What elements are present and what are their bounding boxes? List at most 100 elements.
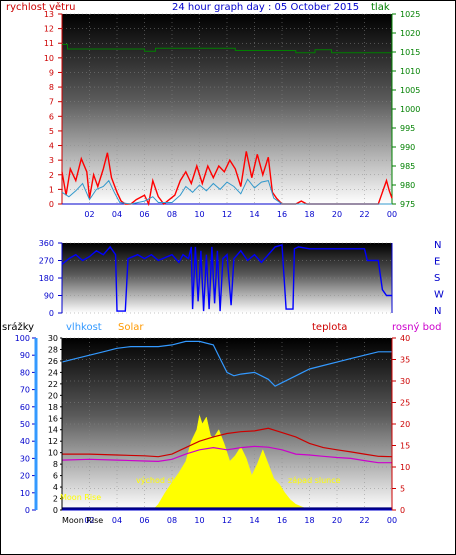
pressure-y-tick-label: 990 [400,143,415,152]
temp-x-tick-label: 02 [84,516,94,525]
temp-grid [62,337,393,511]
wind-x-tick-label: 04 [112,210,122,219]
wind-y-tick-label: 7 [49,98,54,107]
wind-y-tick-label: 1 [49,185,54,194]
temp-x-tick-label: 20 [332,516,342,525]
wind-y-tick-label: 2 [49,171,54,180]
pressure-y-tick-label: 995 [400,124,415,133]
pressure-y-tick-label: 1020 [400,29,420,38]
wind-plot-area [62,14,392,204]
temperature-y-axis: 0 5 10 15 20 25 30 35 40 [391,334,410,515]
humidity-y-axis: 0 10 20 30 40 50 60 70 80 90 100 [15,334,38,515]
humidity-y-tick-label: 100 [15,334,30,343]
pressure-line [62,43,392,54]
temp-x-tick-label: 14 [249,516,259,525]
wind-y-tick-label: 12 [44,25,54,34]
label-dewpoint: rosný bod [392,321,441,333]
wind-y-tick-label: 11 [44,39,54,48]
humidity-y-tick-label: 20 [20,472,30,481]
annotation-sunset: západ slunce [288,476,341,485]
temp-x-tick-label: 10 [194,516,204,525]
temp-x-tick-label: 04 [112,516,122,525]
solar-area [62,415,392,511]
temperature-y-tick-label: 20 [400,420,410,429]
wind-x-tick-label: 02 [84,210,94,219]
ylabel-wind: rychlost větru [6,1,76,13]
rain-y-tick-label: 16 [48,414,58,423]
rain-y-tick-label: 28 [48,345,58,354]
temperature-y-tick-label: 25 [400,399,410,408]
temperature-y-tick-label: 35 [400,356,410,365]
wind-series [61,43,393,207]
wind-x-tick-label: 14 [249,210,259,219]
wind-x-tick-label: 16 [277,210,287,219]
rain-y-tick-label: 0 [53,506,58,515]
pressure-y-tick-label: 1000 [400,105,420,114]
wind-y-tick-label: 4 [49,142,54,151]
temperature-y-tick-label: 10 [400,463,410,472]
label-humidity: vlhkost [66,322,102,333]
wind-x-tick-label: 22 [359,210,369,219]
pressure-y-axis: 975 980 985 990 995 1000 1005 1010 1015 1020 1025 [391,10,420,209]
wind-x-tick-label: 12 [222,210,232,219]
humidity-y-tick-label: 80 [20,368,30,377]
chart-title: 24 hour graph day : 05 October 2015 [172,2,359,13]
compass-label: N [434,306,441,317]
wind-x-axis: 02 04 06 08 10 12 14 16 18 20 22 00 [62,203,397,219]
rain-y-tick-label: 10 [48,449,58,458]
pressure-y-tick-label: 1010 [400,67,420,76]
humidity-line [61,340,392,387]
humidity-y-tick-label: 70 [20,386,30,395]
direction-y-tick-label: 90 [44,292,54,301]
humidity-y-tick-label: 0 [25,506,30,515]
wind-x-tick-label: 00 [387,210,397,219]
wind-y-tick-label: 13 [44,10,54,19]
wind-x-tick-label: 06 [139,210,149,219]
temp-x-axis: 02 04 06 08 10 12 14 16 18 20 22 00 [62,509,397,525]
direction-y-axis: 0 90 180 270 360 [39,239,63,318]
temp-x-tick-label: 16 [277,516,287,525]
direction-y-tick-label: 270 [39,257,54,266]
wind-y-tick-label: 8 [49,83,54,92]
pressure-y-tick-label: 985 [400,162,415,171]
direction-y-tick-label: 360 [39,239,54,248]
compass-label: S [434,273,440,284]
rain-y-tick-label: 22 [48,380,58,389]
temperature-y-tick-label: 15 [400,442,410,451]
wind-y-tick-label: 10 [44,54,54,63]
annotation-moonrise: Moon Rise [60,493,101,502]
rain-y-tick-label: 2 [53,495,58,504]
direction-line [61,243,392,312]
rain-y-tick-label: 12 [48,437,58,446]
rain-y-tick-label: 24 [48,368,58,377]
wind-y-tick-label: 6 [49,112,54,121]
wind-y-tick-label: 3 [49,156,54,165]
wind-y-tick-label: 0 [49,200,54,209]
compass-label: N [434,240,441,251]
temp-x-tick-label: 00 [387,516,397,525]
wind-y-tick-label: 5 [49,127,54,136]
dewpoint-line [61,445,392,464]
label-rain: srážky [2,321,34,333]
wind_avg-line [61,178,392,205]
temp-x-tick-label: 06 [139,516,149,525]
humidity-y-tick-label: 40 [20,437,30,446]
wind-x-tick-label: 10 [194,210,204,219]
rain-y-tick-label: 18 [48,403,58,412]
temperature-y-tick-label: 30 [400,377,410,386]
temp-series [61,340,393,511]
rain-y-tick-label: 20 [48,391,58,400]
pressure-y-tick-label: 1005 [400,86,420,95]
humidity-y-tick-label: 90 [20,351,30,360]
humidity-y-tick-label: 10 [20,489,30,498]
pressure-y-tick-label: 975 [400,200,415,209]
label-solar: Solar [118,322,144,333]
wind-x-tick-label: 20 [332,210,342,219]
rain-y-tick-label: 4 [53,483,58,492]
compass-label: W [434,290,444,301]
direction-y-tick-label: 180 [39,274,54,283]
pressure-y-tick-label: 980 [400,181,415,190]
rain-y-tick-label: 30 [48,334,58,343]
